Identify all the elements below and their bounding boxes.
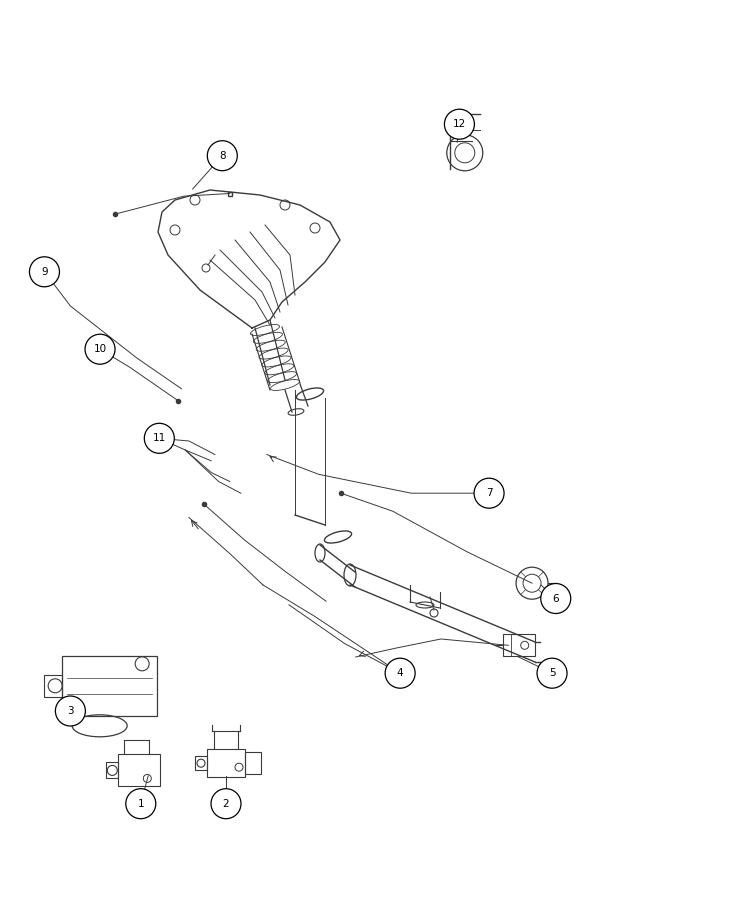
Circle shape: [85, 334, 115, 364]
Circle shape: [144, 423, 174, 454]
Bar: [207, 749, 245, 778]
Text: 8: 8: [219, 150, 225, 161]
Circle shape: [126, 788, 156, 819]
Bar: [62, 656, 157, 716]
Circle shape: [385, 658, 415, 688]
Bar: [119, 754, 160, 787]
Circle shape: [56, 696, 85, 726]
Circle shape: [474, 478, 504, 508]
Text: 5: 5: [549, 668, 555, 679]
Circle shape: [541, 583, 571, 614]
Bar: [195, 756, 207, 770]
Circle shape: [207, 140, 237, 171]
Bar: [502, 634, 535, 656]
Circle shape: [30, 256, 59, 287]
Text: 9: 9: [41, 266, 47, 277]
Text: 6: 6: [553, 593, 559, 604]
Text: 2: 2: [223, 798, 229, 809]
Bar: [245, 752, 261, 774]
Text: 11: 11: [153, 433, 166, 444]
Text: 7: 7: [486, 488, 492, 499]
Circle shape: [445, 109, 474, 140]
Text: 1: 1: [138, 798, 144, 809]
Bar: [44, 675, 62, 697]
Text: 4: 4: [397, 668, 403, 679]
Bar: [106, 762, 119, 778]
Circle shape: [211, 788, 241, 819]
Circle shape: [537, 658, 567, 688]
Text: 10: 10: [93, 344, 107, 355]
Text: 12: 12: [453, 119, 466, 130]
Text: 3: 3: [67, 706, 73, 716]
